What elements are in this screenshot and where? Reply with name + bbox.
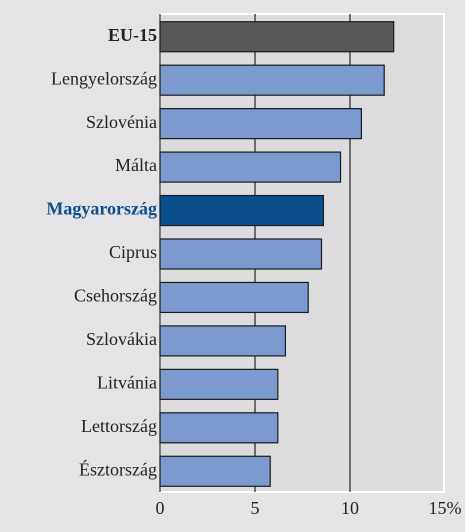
bar xyxy=(159,455,271,487)
bar xyxy=(159,412,279,444)
bar xyxy=(159,281,309,314)
y-tick-label: Észtország xyxy=(79,458,157,479)
x-tick-label: 0 xyxy=(156,498,165,518)
y-tick-label: Szlovénia xyxy=(86,112,157,132)
bar xyxy=(159,238,323,270)
x-tick-label: 15% xyxy=(429,498,462,518)
y-tick-label: Lettország xyxy=(81,416,157,436)
y-tick-label: Málta xyxy=(115,155,157,175)
y-tick-label: Ciprus xyxy=(109,242,157,262)
bar xyxy=(159,151,342,183)
bar xyxy=(159,325,287,357)
bar xyxy=(159,368,279,400)
y-tick-label: Magyarország xyxy=(46,199,157,219)
bar xyxy=(159,64,385,96)
bar xyxy=(159,194,324,227)
bar xyxy=(159,108,362,140)
bar xyxy=(159,21,395,53)
x-tick-label: 10 xyxy=(341,498,359,518)
y-tick-label: Szlovákia xyxy=(86,329,157,349)
y-tick-label: Lengyelország xyxy=(51,68,157,88)
y-tick-label: Csehország xyxy=(74,286,157,306)
y-tick-label: EU-15 xyxy=(108,25,157,45)
x-tick-label: 5 xyxy=(251,498,260,518)
y-tick-label: Litvánia xyxy=(97,372,157,392)
